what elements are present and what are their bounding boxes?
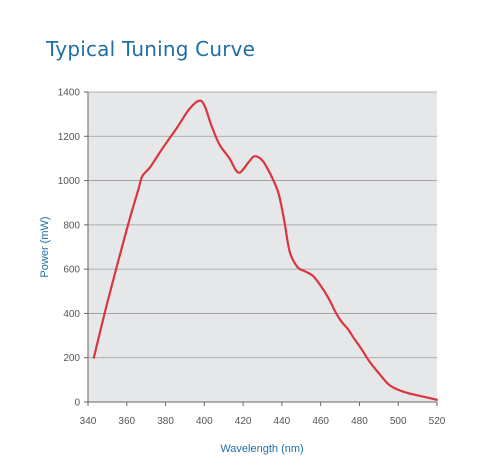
- x-tick-label: 480: [351, 416, 368, 427]
- y-tick-label: 0: [74, 398, 80, 409]
- y-axis-label: Power (mW): [39, 216, 51, 277]
- y-tick-label: 1000: [58, 176, 81, 187]
- x-tick-label: 420: [235, 416, 252, 427]
- x-tick-label: 440: [274, 416, 291, 427]
- y-tick-label: 200: [63, 353, 80, 364]
- y-tick-label: 800: [63, 220, 80, 231]
- y-tick-label: 1200: [58, 132, 81, 143]
- tuning-curve-line: [92, 99, 439, 401]
- y-tick-label: 600: [63, 265, 80, 276]
- gridlines: [84, 91, 438, 406]
- x-tick-label: 340: [80, 416, 97, 427]
- y-tick-label: 400: [63, 309, 80, 320]
- y-tick-labels: 0 200 400 600 800 1000 1200 1400: [58, 88, 81, 409]
- x-axis-label: Wavelength (nm): [220, 443, 303, 455]
- x-tick-label: 520: [429, 416, 446, 427]
- plot-area: [88, 92, 437, 402]
- x-tick-label: 400: [196, 416, 213, 427]
- x-tick-label: 460: [312, 416, 329, 427]
- y-tick-label: 1400: [58, 88, 81, 99]
- chart-title: Typical Tuning Curve: [46, 37, 256, 61]
- x-tick-label: 360: [118, 416, 135, 427]
- series-group: [92, 99, 439, 401]
- x-tick-label: 380: [157, 416, 174, 427]
- x-tick-labels: 340 360 380 400 420 440 460 480 500 520: [80, 416, 446, 427]
- x-tick-label: 500: [390, 416, 407, 427]
